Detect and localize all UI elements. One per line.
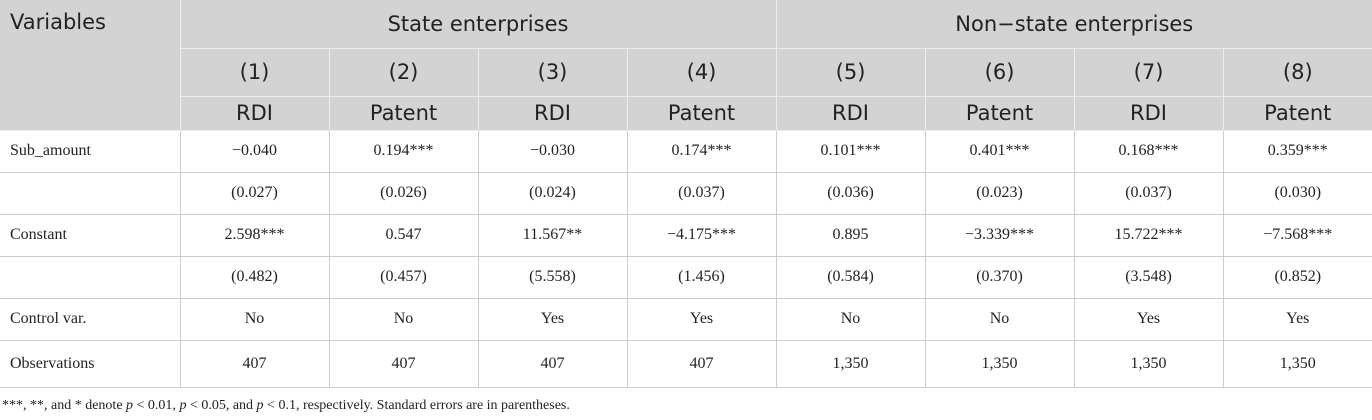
value-cell: (0.027) (179, 171, 330, 215)
column-number: (4) (626, 48, 777, 97)
body-row: Observations 407 407 407 407 1,350 1,350 1,350 1… (0, 339, 1372, 388)
value-cell: 407 (477, 339, 628, 388)
footnote-text: ***, **, and * denote (2, 398, 127, 413)
value-cell: (0.852) (1222, 255, 1372, 299)
value-cell: 407 (179, 339, 330, 388)
body-row: (0.027) (0.026) (0.024) (0.037) (0.036) (0.02… (0, 171, 1372, 215)
value-cell: 0.194*** (328, 129, 479, 173)
footnote-text: p (126, 398, 134, 413)
column-number: (1) (179, 48, 329, 97)
footnote-text: < 0.05, and (186, 398, 257, 413)
value-cell: −3.339*** (924, 213, 1075, 257)
header-row: Variables State enterprises Non−state ente… (0, 0, 1372, 131)
value-cell: (5.558) (477, 255, 628, 299)
column-number: (7) (1073, 48, 1224, 97)
value-cell: 1,350 (924, 339, 1075, 388)
value-cell: 0.101*** (775, 129, 926, 173)
value-cell: (0.457) (328, 255, 479, 299)
value-cell: Yes (1222, 297, 1372, 341)
value-cell: (0.023) (924, 171, 1075, 215)
column-label: RDI (477, 96, 627, 131)
value-cell: (1.456) (626, 255, 777, 299)
row-label (0, 255, 181, 299)
value-cell: (0.037) (626, 171, 777, 215)
value-cell: 0.174*** (626, 129, 777, 173)
value-cell: (0.370) (924, 255, 1075, 299)
column-label: Patent (1222, 96, 1372, 131)
value-cell: 0.895 (775, 213, 926, 257)
value-cell: Yes (1073, 297, 1224, 341)
value-cell: −0.040 (179, 129, 330, 173)
value-cell: −4.175*** (626, 213, 777, 257)
footnote-text: < 0.01, (133, 398, 180, 413)
value-cell: (0.026) (328, 171, 479, 215)
row-label (0, 171, 181, 215)
value-cell: 2.598*** (179, 213, 330, 257)
value-cell: 407 (328, 339, 479, 388)
value-cell: 407 (626, 339, 777, 388)
row-label: Constant (0, 213, 181, 257)
column-number: (3) (477, 48, 627, 97)
value-cell: 1,350 (775, 339, 926, 388)
value-cell: −7.568*** (1222, 213, 1372, 257)
column-number: (6) (924, 48, 1075, 97)
body-row: Control var. No No Yes Yes No No Yes Yes (0, 297, 1372, 341)
footnote-text: p (179, 398, 187, 413)
header-row: (1) (2) (3) (4) (5) (6) (7) (8) (0, 48, 1372, 97)
value-cell: No (179, 297, 330, 341)
group-header: State enterprises (179, 0, 777, 49)
value-cell: 15.722*** (1073, 213, 1224, 257)
column-number: (5) (775, 48, 926, 97)
value-cell: (0.030) (1222, 171, 1372, 215)
value-cell: 0.359*** (1222, 129, 1372, 173)
value-cell: 11.567** (477, 213, 628, 257)
row-label: Observations (0, 339, 181, 388)
column-label: RDI (1073, 96, 1224, 131)
column-number: (8) (1222, 48, 1372, 97)
value-cell: −0.030 (477, 129, 628, 173)
column-label: RDI (179, 96, 329, 131)
value-cell: No (328, 297, 479, 341)
body-row: (0.482) (0.457) (5.558) (1.456) (0.584) (0.37… (0, 255, 1372, 299)
value-cell: (0.036) (775, 171, 926, 215)
group-header: Non−state enterprises (775, 0, 1372, 49)
value-cell: (0.482) (179, 255, 330, 299)
value-cell: 0.168*** (1073, 129, 1224, 173)
column-label: RDI (775, 96, 926, 131)
header-row: RDI Patent RDI Patent RDI Patent RDI Patent (0, 96, 1372, 131)
value-cell: (3.548) (1073, 255, 1224, 299)
value-cell: (0.037) (1073, 171, 1224, 215)
value-cell: Yes (626, 297, 777, 341)
value-cell: 0.547 (328, 213, 479, 257)
results-table: Variables State enterprises Non−state ente… (0, 0, 1372, 388)
value-cell: 1,350 (1073, 339, 1224, 388)
row-label: Sub_amount (0, 129, 181, 173)
column-label: Patent (626, 96, 777, 131)
footnote-text: < 0.1, respectively. Standard errors are… (263, 398, 570, 413)
footnote-text: p (256, 398, 264, 413)
body-row: Sub_amount −0.040 0.194*** −0.030 0.174*** 0.… (0, 129, 1372, 173)
column-number: (2) (328, 48, 478, 97)
value-cell: 1,350 (1222, 339, 1372, 388)
column-label: Patent (328, 96, 478, 131)
header-cell: Variables (0, 0, 180, 131)
row-label: Control var. (0, 297, 181, 341)
value-cell: (0.584) (775, 255, 926, 299)
footnote: ***, **, and * denote p < 0.01, p < 0.05… (2, 398, 570, 414)
value-cell: (0.024) (477, 171, 628, 215)
value-cell: 0.401*** (924, 129, 1075, 173)
value-cell: No (775, 297, 926, 341)
value-cell: No (924, 297, 1075, 341)
column-label: Patent (924, 96, 1075, 131)
body-row: Constant 2.598*** 0.547 11.567** −4.175*** 0.… (0, 213, 1372, 257)
value-cell: Yes (477, 297, 628, 341)
